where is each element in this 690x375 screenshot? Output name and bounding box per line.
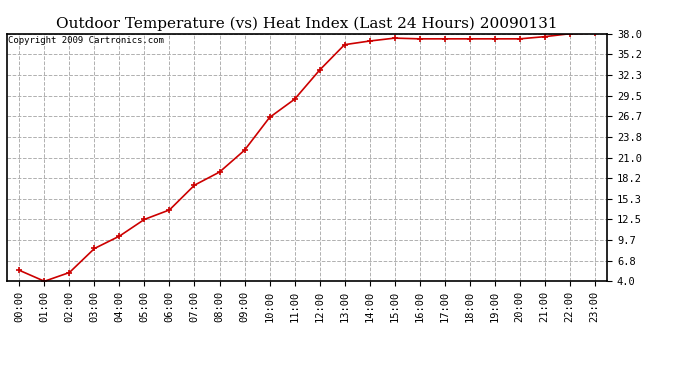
Title: Outdoor Temperature (vs) Heat Index (Last 24 Hours) 20090131: Outdoor Temperature (vs) Heat Index (Las… [57, 17, 558, 31]
Text: Copyright 2009 Cartronics.com: Copyright 2009 Cartronics.com [8, 36, 164, 45]
